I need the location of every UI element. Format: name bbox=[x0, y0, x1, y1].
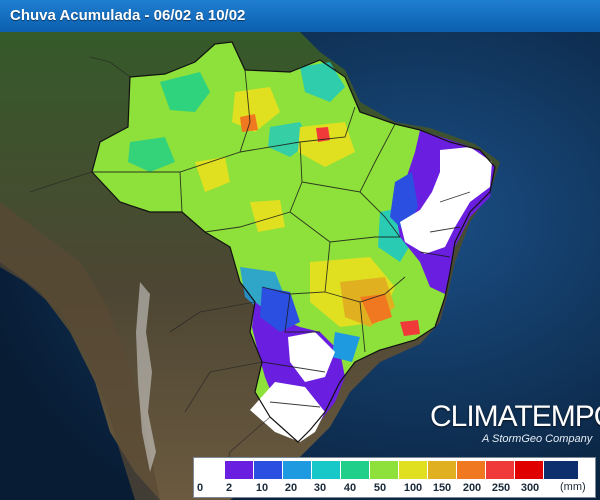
rain-orange-2 bbox=[360, 294, 392, 324]
rain-cyan-north bbox=[160, 72, 210, 112]
legend-swatch bbox=[457, 461, 485, 479]
rain-blue-south bbox=[260, 287, 300, 332]
andes-ridge bbox=[0, 202, 160, 500]
legend-label: 0 bbox=[196, 482, 204, 494]
legend-swatch bbox=[225, 461, 253, 479]
rain-red-1 bbox=[316, 127, 330, 142]
no-rain-south-1 bbox=[288, 332, 335, 382]
legend-label: 100 bbox=[403, 482, 423, 494]
legend-label: 250 bbox=[491, 482, 511, 494]
legend-label: 200 bbox=[462, 482, 482, 494]
legend-swatch bbox=[399, 461, 427, 479]
legend-swatch bbox=[341, 461, 369, 479]
legend-unit: (mm) bbox=[560, 481, 586, 493]
rain-blue-southeast bbox=[332, 332, 360, 362]
legend-swatch bbox=[254, 461, 282, 479]
precipitation-map bbox=[0, 32, 600, 500]
title-bar: Chuva Acumulada - 06/02 a 10/02 bbox=[0, 0, 600, 33]
brazil-outline bbox=[91, 41, 496, 443]
legend-swatch bbox=[515, 461, 543, 479]
legend-swatch bbox=[428, 461, 456, 479]
map-title: Chuva Acumulada - 06/02 a 10/02 bbox=[10, 7, 246, 24]
rain-cyan-west bbox=[128, 137, 175, 172]
legend-label: 2 bbox=[225, 482, 233, 494]
rain-red-2 bbox=[400, 320, 420, 336]
rain-yellow-5 bbox=[250, 200, 285, 232]
legend-label: 50 bbox=[373, 482, 387, 494]
precipitation-legend: 0 2 10 20 30 40 50 100 150 200 250 300 bbox=[193, 457, 596, 498]
rain-cyan-north2 bbox=[300, 62, 345, 102]
legend-label: 300 bbox=[520, 482, 540, 494]
legend-swatch bbox=[283, 461, 311, 479]
climatempo-logo: CLIMATEMPO bbox=[430, 400, 600, 433]
legend-swatch bbox=[544, 461, 578, 479]
rain-yellow-4 bbox=[195, 157, 230, 192]
andes-snow bbox=[136, 282, 156, 472]
rain-area bbox=[92, 42, 495, 442]
legend-swatch bbox=[196, 461, 224, 479]
legend-label: 30 bbox=[313, 482, 327, 494]
legend-swatch bbox=[370, 461, 398, 479]
legend-label: 150 bbox=[432, 482, 452, 494]
rain-yellow-2 bbox=[298, 122, 355, 167]
climatempo-tagline: A StormGeo Company bbox=[482, 433, 593, 445]
legend-swatch bbox=[312, 461, 340, 479]
no-rain-northeast bbox=[400, 147, 492, 254]
rain-orange-3 bbox=[240, 114, 258, 132]
legend-swatch bbox=[486, 461, 514, 479]
legend-label: 40 bbox=[343, 482, 357, 494]
legend-label: 20 bbox=[284, 482, 298, 494]
state-borders bbox=[92, 69, 471, 408]
legend-label: 10 bbox=[255, 482, 269, 494]
no-rain-south-2 bbox=[250, 382, 325, 442]
